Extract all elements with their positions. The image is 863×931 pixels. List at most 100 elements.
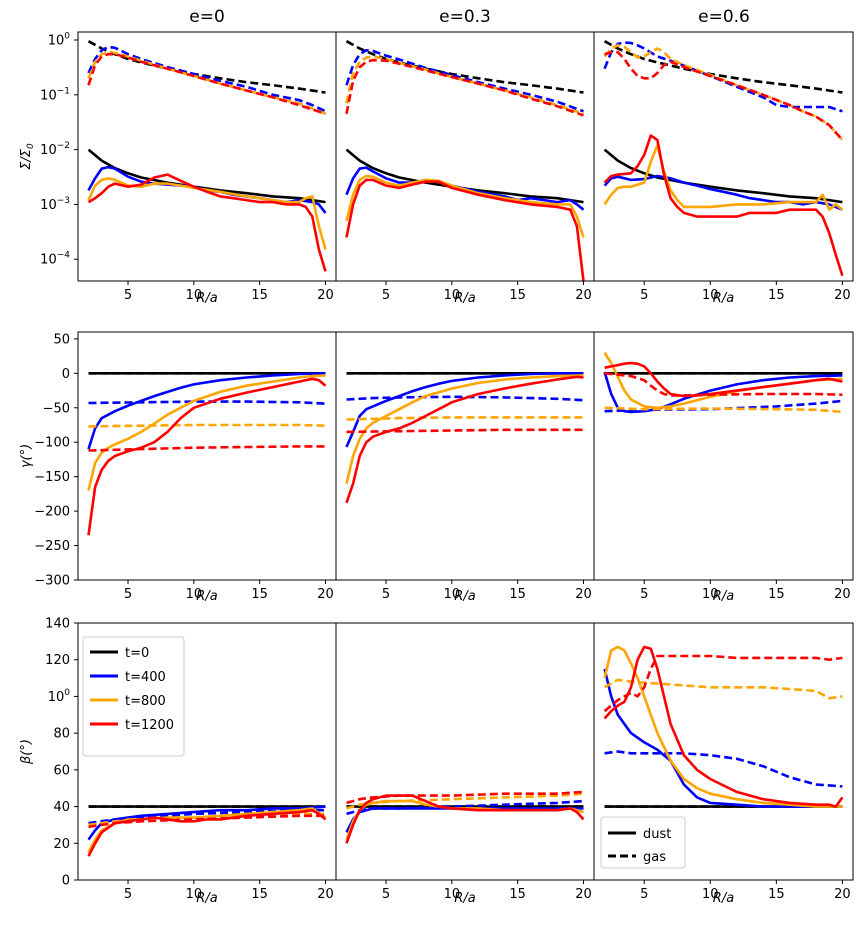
x-tick-label: 20 [317, 587, 334, 602]
series-line-t-400-dust [603, 668, 843, 808]
series-line-t-0-gas [603, 40, 843, 94]
series-line-t-800-dust [87, 374, 326, 491]
series-line-t-400-gas [603, 41, 843, 113]
x-tick-label: 5 [640, 887, 648, 902]
series-line-t-1200-dust [604, 361, 843, 398]
series-group [603, 351, 843, 414]
x-tick-label: 20 [317, 887, 334, 902]
x-tick-label: 10 [702, 587, 719, 602]
y-tick-label: 140 [45, 617, 70, 632]
x-tick-label: 5 [640, 288, 648, 303]
series-line-t-1200-dust [345, 375, 584, 504]
panel-frame [335, 331, 595, 581]
series-line-t-400-gas [87, 45, 327, 113]
x-axis-label: R/a [196, 891, 217, 906]
x-tick-label: 10 [702, 288, 719, 303]
x-tick-label: 20 [575, 887, 592, 902]
x-tick-label: 10 [444, 887, 461, 902]
legend-label-gas: gas [643, 850, 666, 865]
y-axis-label-gamma: γ(°) [19, 444, 34, 468]
y-tick-label: 20 [53, 837, 70, 852]
x-tick-label: 15 [251, 288, 268, 303]
series-line-t-1200-gas [604, 50, 844, 141]
series-group [603, 40, 844, 277]
x-axis-label: R/a [454, 891, 475, 906]
series-line-t-0-gas [345, 40, 584, 94]
panel-frame [335, 622, 595, 881]
y-tick-label: 100 [48, 688, 71, 705]
y-tick-label: −50 [43, 401, 70, 416]
y-axis-label-beta: β(°) [19, 739, 34, 765]
y-tick-label: −150 [34, 470, 70, 485]
series-line-t-800-gas [345, 55, 584, 116]
y-tick-label: 10−3 [40, 196, 70, 213]
series-line-t-1200-dust [345, 794, 585, 844]
y-tick-label: −250 [34, 539, 70, 554]
x-tick-label: 10 [186, 587, 203, 602]
panel-surface-density-1: 5 10 15 20 R/a [335, 31, 595, 306]
x-tick-label: 15 [768, 288, 785, 303]
x-tick-label: 10 [702, 887, 719, 902]
x-tick-label: 15 [509, 887, 526, 902]
series-line-t-800-gas [88, 423, 326, 428]
series-line-t-1200-dust [87, 377, 327, 536]
x-tick-label: 20 [834, 887, 851, 902]
series-line-t-800-gas [346, 416, 584, 421]
panel-gamma-1: 5 10 15 20 R/a [335, 331, 595, 604]
series-line-t-0-dust [345, 148, 584, 204]
series-group [603, 645, 844, 808]
panel-frame [593, 622, 854, 881]
series-line-t-400-gas [345, 48, 584, 113]
series-group [345, 790, 585, 844]
x-tick-label: 10 [444, 288, 461, 303]
legend-label-t1200: t=1200 [125, 718, 174, 733]
x-axis-label: R/a [196, 291, 217, 306]
series-line-t-1200-gas [87, 52, 326, 116]
panel-beta-2: 5 10 15 20 R/a [593, 622, 854, 906]
series-line-t-1200-dust [345, 178, 585, 281]
series-line-t-400-gas [346, 395, 584, 402]
y-tick-label: 40 [53, 800, 70, 815]
x-tick-label: 5 [124, 587, 132, 602]
legend-label-t800: t=800 [125, 694, 166, 709]
panel-frame [77, 31, 337, 282]
y-tick-label: 0 [62, 874, 70, 889]
panel-gamma-0: 5 10 15 20 R/a [74, 331, 337, 604]
panel-surface-density-0: 5 10 15 20 R/a [74, 31, 337, 306]
series-line-t-1200-gas [603, 654, 843, 713]
x-tick-label: 10 [444, 587, 461, 602]
panel-beta-0: 5 10 15 20 R/a [74, 622, 337, 906]
x-tick-label: 20 [834, 288, 851, 303]
column-title-e0: e=0 [189, 7, 225, 27]
series-line-t-800-gas [603, 43, 844, 141]
x-tick-label: 5 [124, 887, 132, 902]
x-tick-label: 10 [186, 887, 203, 902]
x-tick-label: 15 [251, 587, 268, 602]
x-tick-label: 5 [382, 887, 390, 902]
legend-label-dust: dust [643, 827, 671, 842]
column-title-e06: e=0.6 [698, 7, 750, 27]
x-tick-label: 5 [382, 587, 390, 602]
series-line-t-800-gas [603, 678, 843, 700]
series-line-t-800-dust [87, 807, 327, 854]
legend-label-t0: t=0 [125, 646, 149, 661]
series-line-t-400-gas [604, 399, 843, 413]
panel-surface-density-2: 5 10 15 20 R/a [593, 31, 854, 306]
legend-time: t=0 t=400 t=800 t=1200 [82, 636, 185, 757]
y-tick-label: −300 [34, 574, 70, 589]
x-axis-label: R/a [454, 589, 475, 604]
x-tick-label: 10 [186, 288, 203, 303]
x-axis-label: R/a [713, 291, 734, 306]
series-line-t-800-gas [88, 812, 326, 827]
series-line-t-400-dust [87, 372, 326, 450]
series-line-t-1200-dust [603, 134, 844, 277]
x-tick-label: 20 [834, 587, 851, 602]
series-line-t-800-gas [604, 406, 843, 414]
y-tick-label: 80 [53, 727, 70, 742]
series-group [87, 371, 327, 536]
legend-label-t400: t=400 [125, 670, 166, 685]
panel-gamma-2: 5 10 15 20 R/a [593, 331, 854, 604]
legend-style: dust gas [600, 816, 686, 869]
